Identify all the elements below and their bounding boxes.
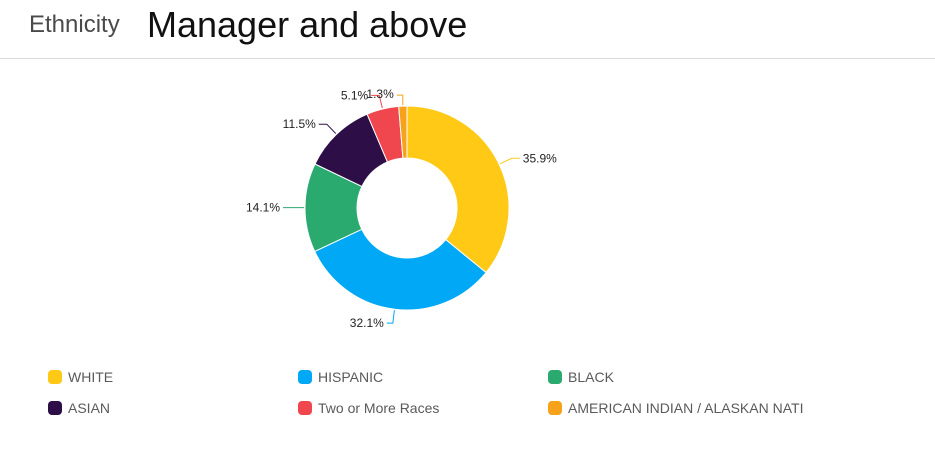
- legend-swatch: [548, 370, 562, 384]
- legend-item[interactable]: BLACK: [548, 367, 614, 387]
- slice-white[interactable]: [406, 105, 510, 274]
- legend-swatch: [48, 370, 62, 384]
- data-label: 32.1%: [350, 316, 384, 330]
- leader-line: [386, 310, 395, 324]
- leader-line: [499, 157, 520, 165]
- leader-line: [396, 94, 404, 106]
- legend-swatch: [298, 401, 312, 415]
- data-label: 5.1%: [341, 88, 369, 102]
- legend-label: ASIAN: [68, 400, 111, 416]
- leader-line: [371, 94, 383, 109]
- legend-item[interactable]: WHITE: [48, 367, 113, 387]
- legend-label: HISPANIC: [318, 369, 384, 385]
- legend-swatch: [48, 401, 62, 415]
- data-label: 14.1%: [246, 201, 280, 215]
- legend-label: AMERICAN INDIAN / ALASKAN NATI: [568, 400, 804, 416]
- data-label: 35.9%: [523, 151, 557, 165]
- legend-swatch: [548, 401, 562, 415]
- legend-label: WHITE: [68, 369, 114, 385]
- slice-hispanic[interactable]: [314, 228, 487, 311]
- section-label: Ethnicity: [29, 11, 120, 38]
- legend-label: BLACK: [568, 369, 614, 385]
- data-label: 1.3%: [366, 87, 394, 101]
- legend-item[interactable]: AMERICAN INDIAN / ALASKAN NATI: [548, 398, 803, 418]
- legend-label: Two or More Races: [318, 400, 440, 416]
- header: Ethnicity Manager and above: [0, 0, 935, 59]
- legend-swatch: [298, 370, 312, 384]
- slice-american-indian-alaskan-nati[interactable]: [398, 105, 408, 159]
- page-title: Manager and above: [147, 4, 468, 45]
- legend-item[interactable]: ASIAN: [48, 398, 110, 418]
- data-label: 11.5%: [283, 117, 316, 131]
- legend-item[interactable]: Two or More Races: [298, 398, 439, 418]
- legend-item[interactable]: HISPANIC: [298, 367, 383, 387]
- leader-line: [318, 123, 337, 134]
